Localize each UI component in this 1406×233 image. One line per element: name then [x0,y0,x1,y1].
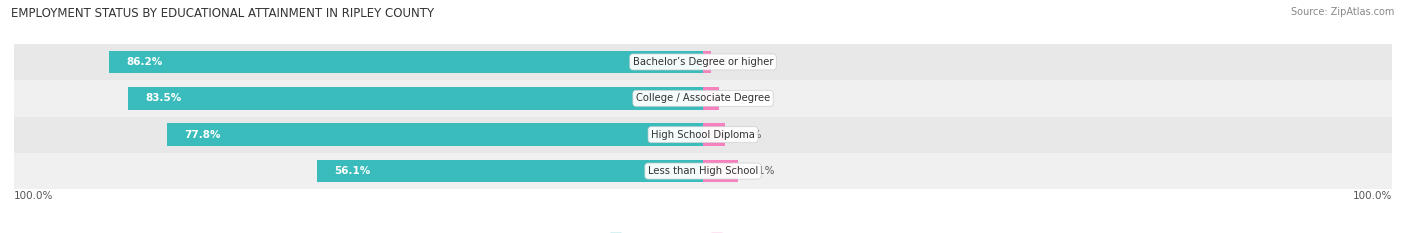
Text: 5.1%: 5.1% [748,166,775,176]
Text: Source: ZipAtlas.com: Source: ZipAtlas.com [1291,7,1395,17]
Text: 1.2%: 1.2% [721,57,748,67]
Bar [14,80,1392,116]
Bar [703,160,738,182]
Text: High School Diploma: High School Diploma [651,130,755,140]
Text: 56.1%: 56.1% [333,166,370,176]
Bar [14,153,1392,189]
Text: 2.3%: 2.3% [730,93,755,103]
Text: Less than High School: Less than High School [648,166,758,176]
Bar [110,51,703,73]
Bar [703,123,725,146]
Text: Bachelor’s Degree or higher: Bachelor’s Degree or higher [633,57,773,67]
Text: 100.0%: 100.0% [1353,191,1392,201]
Bar [703,87,718,110]
Bar [703,51,711,73]
Text: 100.0%: 100.0% [14,191,53,201]
Text: EMPLOYMENT STATUS BY EDUCATIONAL ATTAINMENT IN RIPLEY COUNTY: EMPLOYMENT STATUS BY EDUCATIONAL ATTAINM… [11,7,434,20]
Bar [14,44,1392,80]
Bar [316,160,703,182]
Bar [128,87,703,110]
Text: 3.2%: 3.2% [735,130,762,140]
Text: College / Associate Degree: College / Associate Degree [636,93,770,103]
Bar [14,116,1392,153]
Text: 83.5%: 83.5% [145,93,181,103]
Text: 77.8%: 77.8% [184,130,221,140]
Bar [167,123,703,146]
Text: 86.2%: 86.2% [127,57,163,67]
